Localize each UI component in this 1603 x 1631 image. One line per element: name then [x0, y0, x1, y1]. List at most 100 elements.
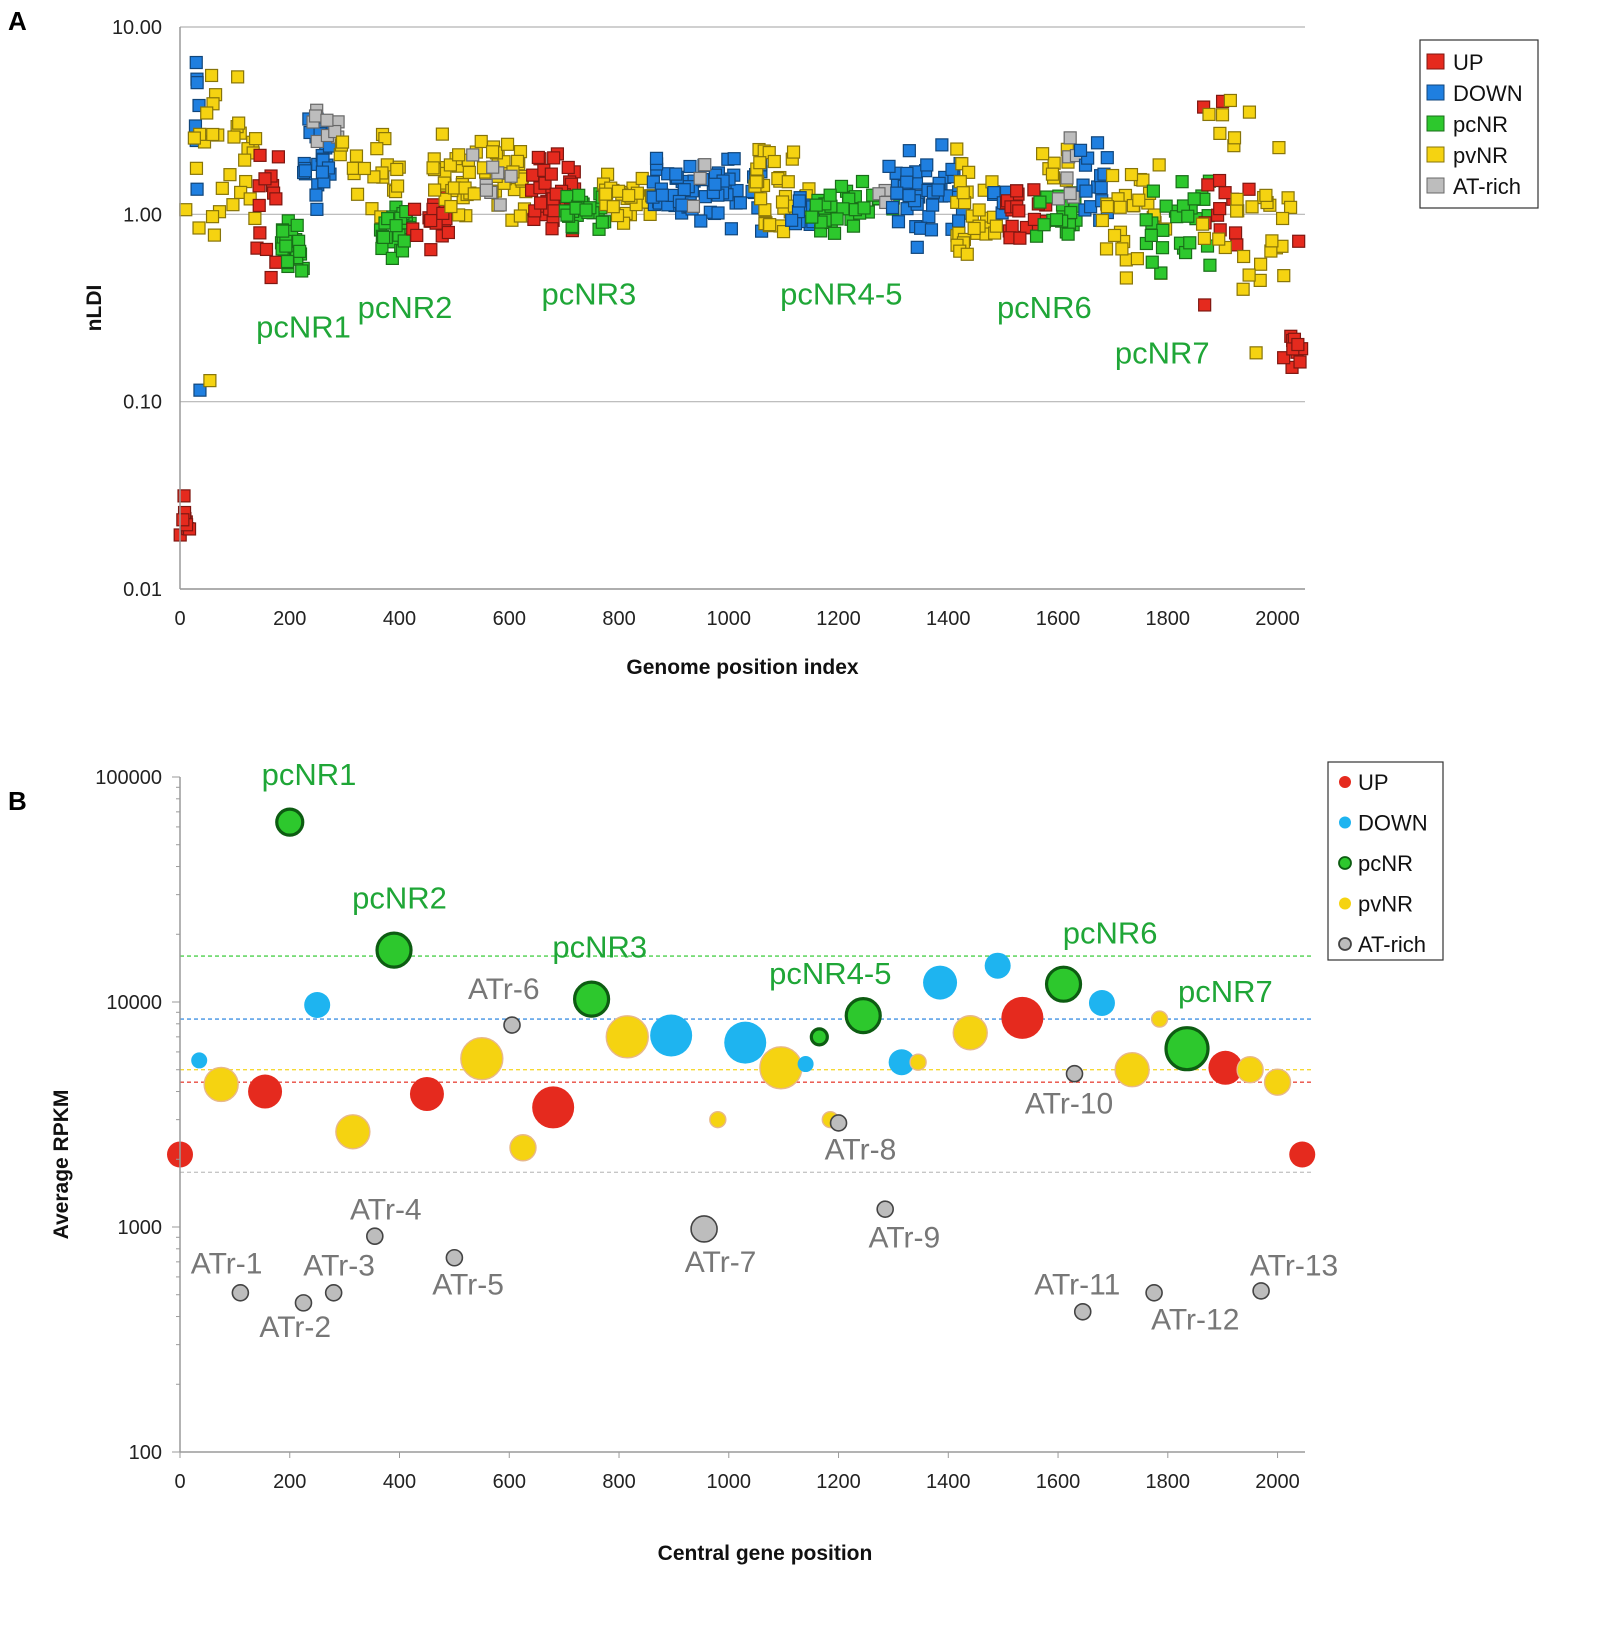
panel-a-point-at-rich	[308, 109, 323, 123]
panel-b-bubble-at-rich	[366, 1227, 384, 1246]
panel-a-point-pvnr	[485, 145, 500, 159]
panel-a-legend-label: DOWN	[1453, 81, 1523, 106]
panel-a-region-label: pcNR1	[256, 310, 351, 345]
panel-a-point-up	[271, 150, 285, 164]
panel-a-point-pvnr	[1254, 257, 1268, 271]
panel-a-point-pvnr	[989, 219, 1003, 233]
panel-b-bubble-pvnr	[203, 1066, 239, 1103]
panel-b-legend-label: DOWN	[1358, 811, 1428, 836]
panel-a-point-pvnr	[390, 162, 404, 177]
panel-a-point-pvnr	[335, 135, 350, 149]
panel-b-annotation: ATr-8	[825, 1133, 897, 1166]
panel-b-bubble-down	[191, 1052, 208, 1069]
panel-a-point-pvnr	[349, 149, 364, 163]
panel-a-point-down	[1083, 200, 1098, 214]
panel-b-bubble-down	[1088, 989, 1115, 1016]
panel-b-bubble-pcnr	[375, 931, 413, 969]
panel-a-x-tick-label: 1400	[926, 608, 971, 630]
panel-a-point-pvnr	[462, 165, 476, 180]
panel-a-point-pvnr	[1099, 242, 1114, 256]
panel-a-point-down	[920, 158, 934, 172]
panel-b-x-tick-label: 800	[602, 1471, 635, 1493]
panel-b-bubble-pcnr	[275, 807, 305, 837]
panel-b-bubble-down	[304, 991, 331, 1018]
panel-a-point-pvnr	[1197, 231, 1212, 245]
panel-a-point-pcnr	[1049, 213, 1064, 227]
panel-a-point-pvnr	[231, 70, 245, 84]
panel-a-point-pcnr	[1144, 228, 1158, 243]
panel-a-point-pcnr	[857, 201, 871, 215]
panel-a-point-pvnr	[767, 154, 781, 169]
panel-a-point-pcnr	[595, 215, 609, 229]
panel-b-x-tick-label: 200	[273, 1471, 306, 1493]
panel-a-legend-label: UP	[1453, 50, 1484, 75]
panel-b-bubble-at-rich	[324, 1283, 343, 1302]
panel-a-point-pvnr	[500, 137, 515, 151]
panel-b-x-tick-label: 1600	[1036, 1471, 1081, 1493]
panel-a-axes: 10.00 1.00 0.10 0.01 0 200 400 600 800 1000 1200 14…	[112, 17, 1305, 630]
panel-a-point-up	[1291, 337, 1305, 352]
panel-b-annotation: pcNR7	[1178, 974, 1273, 1009]
panel-a-point-pvnr	[248, 211, 262, 226]
panel-a-point-pvnr	[1119, 271, 1133, 285]
panel-a-point-at-rich	[693, 171, 707, 185]
panel-b-annotation: pcNR3	[552, 929, 647, 964]
panel-b-x-tick-label: 1200	[816, 1471, 861, 1493]
panel-b-annotation: pcNR1	[262, 757, 357, 792]
panel-a-legend: UP DOWN pcNR pvNR AT-rich	[1419, 39, 1539, 209]
panel-b-bubble-at-rich	[1145, 1283, 1163, 1302]
panel-a-point-pvnr	[1245, 200, 1259, 214]
panel-b-bubble-at-rich	[690, 1215, 718, 1243]
panel-b-legend-marker	[1339, 816, 1351, 829]
panel-a-point-up	[1010, 184, 1024, 198]
panel-a-point-pvnr	[370, 142, 384, 156]
panel-a-point-pvnr	[179, 203, 193, 217]
panel-b-y-tick-label: 1000	[118, 1217, 163, 1239]
panel-b-bubble-at-rich	[1065, 1064, 1084, 1083]
panel-a-point-at-rich	[1060, 171, 1074, 185]
panel-a-point-down	[987, 186, 1001, 200]
panel-b-bubble-at-rich	[1073, 1302, 1092, 1321]
panel-a-point-pvnr	[390, 179, 405, 193]
panel-a-point-pcnr	[1154, 266, 1168, 280]
panel-a-point-pvnr	[758, 203, 772, 217]
panel-b-legend-marker	[1338, 856, 1352, 870]
panel-a-point-up	[1293, 355, 1307, 369]
panel-a-point-pcnr	[809, 198, 823, 212]
panel-a-point-down	[926, 198, 940, 212]
panel-a-point-up	[1292, 234, 1306, 248]
panel-a-point-down	[727, 152, 741, 166]
panel-a-point-up	[177, 489, 191, 503]
panel-a-point-pcnr	[1061, 227, 1075, 241]
panel-a-point-up	[410, 228, 424, 243]
panel-a-point-down	[1094, 181, 1108, 195]
panel-a-point-down	[1100, 151, 1114, 165]
panel-b-annotation: pcNR2	[352, 881, 447, 916]
panel-a-point-pvnr	[1215, 108, 1230, 122]
panel-a-point-pvnr	[1227, 131, 1242, 145]
panel-a-point-up	[1201, 178, 1215, 192]
panel-b-annotation: pcNR6	[1063, 915, 1158, 950]
panel-a-point-pvnr	[232, 116, 246, 130]
panel-a-point-pvnr	[749, 175, 763, 189]
panel-a-point-pcnr	[805, 210, 819, 224]
panel-b-bubble-pvnr	[460, 1036, 504, 1081]
panel-a-point-pvnr	[1272, 141, 1286, 155]
panel-a-point-down	[922, 210, 936, 224]
panel-a-y-tick-label: 10.00	[112, 17, 162, 39]
panel-b-bubble-at-rich	[294, 1294, 313, 1312]
panel-a-x-axis-title: Genome position index	[626, 656, 859, 679]
panel-a-point-pvnr	[606, 200, 620, 214]
panel-a-point-down	[931, 183, 945, 197]
panel-b-x-tick-label: 1400	[926, 1471, 971, 1493]
panel-a-point-up	[1213, 202, 1227, 216]
panel-b-bubble-down	[923, 965, 958, 1000]
panel-a-legend-label: pvNR	[1453, 143, 1508, 168]
panel-a-point-at-rich	[479, 183, 493, 197]
panel-a-point-down	[914, 221, 928, 235]
panel-a-point-pvnr	[346, 161, 360, 175]
panel-a-point-pvnr	[754, 192, 768, 206]
panel-a-point-down	[902, 144, 916, 158]
panel-a-y-tick-label: 0.01	[123, 579, 162, 601]
